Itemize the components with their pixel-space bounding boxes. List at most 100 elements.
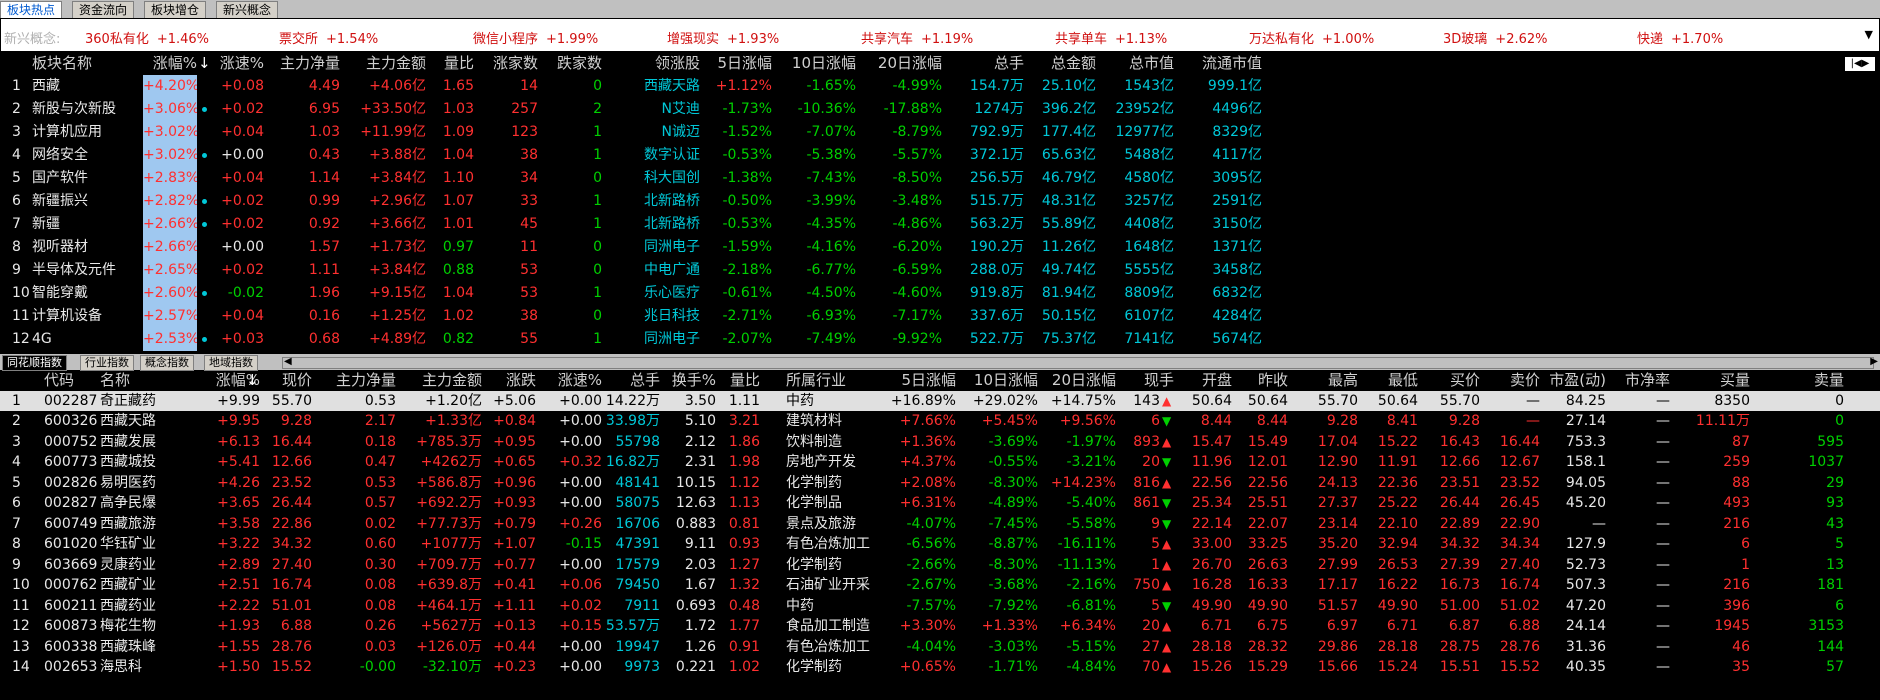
leading-stock-link[interactable]: 科大国创 [644,170,700,186]
sector-name[interactable]: 视听器材 [32,239,88,255]
concept-item[interactable]: 票交所 +1.54% [279,28,378,47]
sector-header-6[interactable]: 量比 [443,54,474,72]
stock-code[interactable]: 600338 [44,638,98,655]
dropdown-arrow-icon[interactable]: ▼ [1864,28,1873,41]
sector-name[interactable]: 国产软件 [32,170,88,186]
tab-3[interactable]: 板块增仓 [144,1,207,18]
stock-code[interactable]: 600211 [44,597,98,614]
stock-code[interactable]: 002287 [44,392,98,409]
stock-name[interactable]: 灵康药业 [100,556,156,573]
stock-header-15[interactable]: 20日涨幅 [1051,371,1116,389]
index-tab-3[interactable]: 概念指数 [140,355,194,371]
sector-header-11[interactable]: 10日涨幅 [791,54,856,72]
stock-header-5[interactable]: 主力净量 [335,371,396,389]
sector-name[interactable]: 网络安全 [32,147,88,163]
stock-header-2[interactable]: 名称 [100,371,131,389]
concept-item[interactable]: 共享单车 +1.13% [1055,28,1167,47]
stock-header-1[interactable]: 代码 [44,371,75,389]
sector-header-14[interactable]: 总金额 [1050,54,1096,72]
stock-header-3[interactable]: 涨幅% [215,371,260,389]
stock-header-13[interactable]: 5日涨幅 [901,371,956,389]
stock-header-6[interactable]: 主力金额 [421,371,482,389]
sort-desc-icon[interactable]: ↓ [246,371,259,389]
stock-code[interactable]: 002826 [44,474,98,491]
stock-header-21[interactable]: 买价 [1449,371,1480,389]
stock-name[interactable]: 西藏城投 [100,454,156,470]
concept-item[interactable]: 增强现实 +1.93% [667,28,779,47]
stock-name[interactable]: 西藏珠峰 [100,638,156,655]
sector-header-8[interactable]: 跌家数 [556,54,602,72]
sector-name[interactable]: 计算机应用 [32,124,102,140]
stock-header-19[interactable]: 最高 [1327,371,1358,389]
concept-item[interactable]: 微信小程序 +1.99% [473,28,598,47]
sector-name[interactable]: 西藏 [32,78,60,94]
sector-header-5[interactable]: 主力金额 [365,54,426,72]
index-tab-1[interactable]: 同花顺指数 [2,355,67,371]
sector-header-12[interactable]: 20日涨幅 [877,54,942,72]
sector-header-16[interactable]: 流通市值 [1201,54,1262,72]
sector-name[interactable]: 半导体及元件 [32,262,116,278]
stock-name[interactable]: 高争民爆 [100,495,156,511]
tab-4[interactable]: 新兴概念 [216,1,279,18]
concept-item[interactable]: 360私有化 +1.46% [85,28,209,47]
horizontal-scrollbar[interactable] [282,357,1874,369]
stock-code[interactable]: 601020 [44,536,98,552]
stock-code[interactable]: 002827 [44,495,98,511]
stock-header-26[interactable]: 卖量 [1813,371,1844,389]
stock-header-16[interactable]: 现手 [1143,371,1174,389]
sector-name[interactable]: 新疆 [32,216,60,232]
stock-header-0[interactable] [12,370,42,391]
stock-header-4[interactable]: 现价 [281,371,312,389]
index-tab-2[interactable]: 行业指数 [80,355,134,371]
stock-header-22[interactable]: 卖价 [1509,371,1540,389]
stock-header-14[interactable]: 10日涨幅 [973,371,1038,389]
sector-header-10[interactable]: 5日涨幅 [717,54,772,72]
stock-name[interactable]: 西藏矿业 [100,577,156,593]
stock-header-25[interactable]: 买量 [1719,371,1750,389]
concept-item[interactable]: 共享汽车 +1.19% [861,28,973,47]
sector-name[interactable]: 新股与次新股 [32,101,116,117]
stock-header-7[interactable]: 涨跌 [505,371,536,389]
sector-header-13[interactable]: 总手 [993,54,1024,72]
tab-2[interactable]: 资金流向 [72,1,135,18]
stock-name[interactable]: 梅花生物 [100,618,156,634]
stock-name[interactable]: 西藏旅游 [100,515,156,532]
scroll-right-icon[interactable]: ▶ [1870,356,1878,367]
stock-code[interactable]: 603669 [44,556,98,573]
scroll-left-icon[interactable]: ◀ [284,356,292,367]
concept-item[interactable]: 3D玻璃 +2.62% [1443,28,1548,47]
concept-item[interactable]: 万达私有化 +1.00% [1249,28,1374,47]
side-control-icon[interactable]: |◀▶ [1844,56,1876,72]
stock-code[interactable]: 600326 [44,413,98,429]
stock-code[interactable]: 000762 [44,577,98,593]
leading-stock-link[interactable]: 同洲电子 [644,331,700,347]
stock-name[interactable]: 华钰矿业 [100,536,156,552]
sector-header-2[interactable]: 涨幅% [152,54,197,72]
stock-header-8[interactable]: 涨速% [557,371,602,389]
stock-header-10[interactable]: 换手% [671,371,716,389]
index-tab-4[interactable]: 地域指数 [204,355,258,371]
stock-code[interactable]: 600873 [44,618,98,634]
leading-stock-link[interactable]: 北新路桥 [644,193,700,209]
stock-name[interactable]: 西藏天路 [100,413,156,429]
sector-header-3[interactable]: 涨速% [219,54,264,72]
stock-name[interactable]: 海思科 [100,659,142,675]
stock-header-17[interactable]: 开盘 [1201,371,1232,389]
stock-header-11[interactable]: 量比 [729,371,760,389]
stock-header-9[interactable]: 总手 [629,371,660,389]
stock-name[interactable]: 奇正藏药 [100,392,156,409]
sector-name[interactable]: 4G [32,331,52,347]
leading-stock-link[interactable]: 西藏天路 [644,78,700,94]
leading-stock-link[interactable]: 乐心医疗 [644,285,700,301]
leading-stock-link[interactable]: 数字认证 [644,147,700,163]
sector-name[interactable]: 智能穿戴 [32,285,88,301]
leading-stock-link[interactable]: 中电广通 [644,262,700,278]
tab-1[interactable]: 板块热点 [0,1,63,18]
stock-code[interactable]: 600749 [44,515,98,532]
stock-header-24[interactable]: 市净率 [1624,371,1670,389]
leading-stock-link[interactable]: 兆日科技 [644,308,700,324]
stock-name[interactable]: 西藏发展 [100,433,156,450]
stock-header-23[interactable]: 市盈(动) [1549,371,1606,389]
stock-name[interactable]: 西藏药业 [100,597,156,614]
leading-stock-link[interactable]: N诚迈 [661,124,700,140]
